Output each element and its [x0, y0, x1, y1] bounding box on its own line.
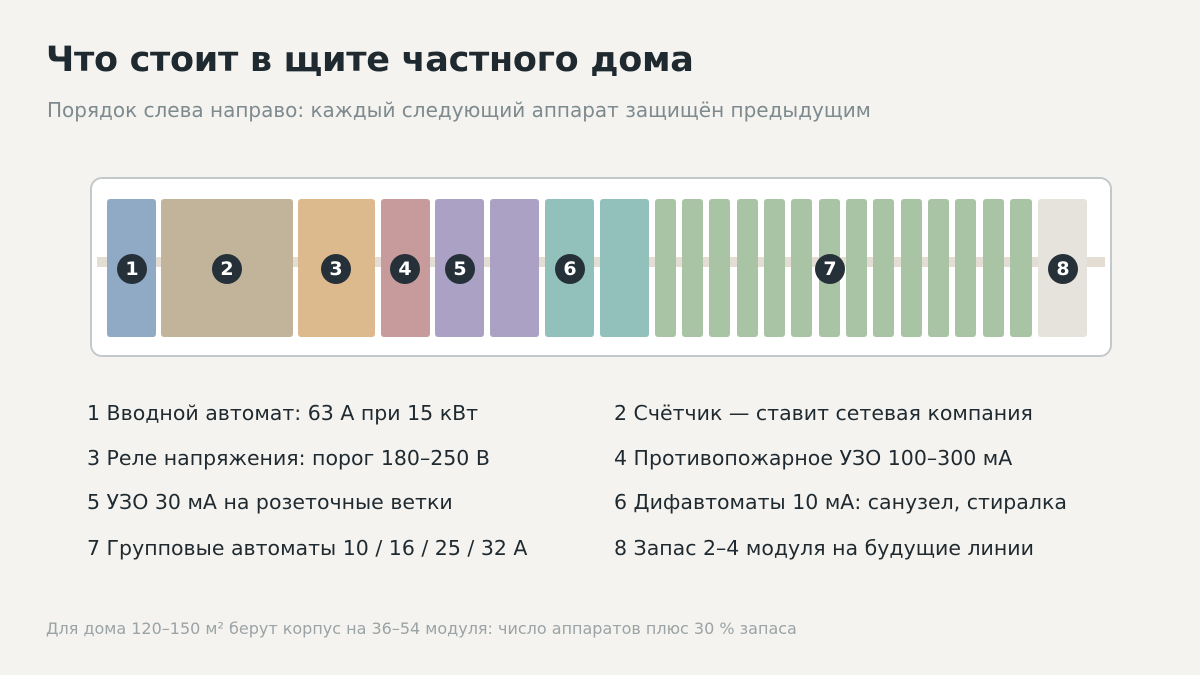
page-title: Что стоит в щите частного дома [46, 40, 694, 80]
badge-5: 5 [445, 254, 475, 284]
legend-item-6: 6 Дифавтоматы 10 мА: санузел, стиралка [614, 490, 1067, 514]
legend-item-8: 8 Запас 2–4 модуля на будущие линии [614, 536, 1034, 560]
badge-7: 7 [815, 254, 845, 284]
module-group-7 [901, 199, 922, 337]
badge-6: 6 [555, 254, 585, 284]
page-subtitle: Порядок слева направо: каждый следующий … [47, 98, 871, 122]
module-group-7 [682, 199, 703, 337]
module-group-7 [655, 199, 676, 337]
module-group-7 [764, 199, 785, 337]
legend-item-7: 7 Групповые автоматы 10 / 16 / 25 / 32 А [87, 536, 528, 560]
module-group-7 [983, 199, 1004, 337]
legend-item-1: 1 Вводной автомат: 63 А при 15 кВт [87, 401, 479, 425]
module-group-7 [955, 199, 976, 337]
module-group-7 [873, 199, 894, 337]
badge-2: 2 [212, 254, 242, 284]
module-group-7 [709, 199, 730, 337]
module-group-7 [846, 199, 867, 337]
legend-item-5: 5 УЗО 30 мА на розеточные ветки [87, 490, 453, 514]
badge-3: 3 [321, 254, 351, 284]
legend-item-2: 2 Счётчик — ставит сетевая компания [614, 401, 1033, 425]
badge-1: 1 [117, 254, 147, 284]
module-group-7 [737, 199, 758, 337]
module-group-7 [928, 199, 949, 337]
footnote: Для дома 120–150 м² берут корпус на 36–5… [46, 619, 797, 638]
badge-4: 4 [390, 254, 420, 284]
legend-item-3: 3 Реле напряжения: порог 180–250 В [87, 446, 490, 470]
module-group-7 [791, 199, 812, 337]
module-group-5 [490, 199, 539, 337]
badge-8: 8 [1048, 254, 1078, 284]
legend-item-4: 4 Противопожарное УЗО 100–300 мА [614, 446, 1013, 470]
module-group-7 [1010, 199, 1032, 337]
module-group-6 [600, 199, 649, 337]
